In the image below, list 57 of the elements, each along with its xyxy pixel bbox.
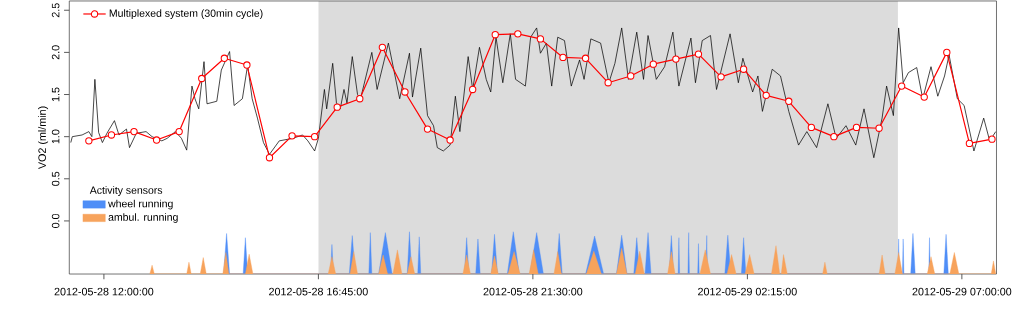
y-tick-label: 1.0 <box>51 129 60 144</box>
point <box>649 60 657 68</box>
point <box>559 53 567 61</box>
point <box>920 93 928 101</box>
point <box>739 65 748 73</box>
point <box>423 125 432 133</box>
point <box>785 97 793 105</box>
point <box>536 35 545 43</box>
point <box>356 94 364 103</box>
point <box>469 85 477 93</box>
y-tick-label: 2.5 <box>51 3 60 18</box>
y-tick-label: 0.0 <box>51 213 60 228</box>
point <box>220 54 228 62</box>
point <box>762 91 770 99</box>
point <box>897 82 906 90</box>
point <box>152 136 161 144</box>
point <box>288 132 296 140</box>
legend-title: Activity sensors <box>89 186 163 196</box>
x-tick-label: 2012-05-28 21:30:00 <box>483 287 583 296</box>
point <box>988 135 996 143</box>
point <box>401 88 409 96</box>
x-tick-label: 2012-05-29 02:15:00 <box>698 287 797 296</box>
point <box>333 103 341 111</box>
point <box>107 131 116 139</box>
y-tick-label: 0.5 <box>51 171 60 186</box>
point <box>581 54 590 62</box>
x-tick-label: 2012-05-29 07:00:00 <box>912 287 1012 296</box>
point <box>965 139 974 147</box>
point <box>175 127 183 136</box>
point <box>378 43 387 51</box>
point <box>694 50 703 58</box>
legend-label: wheel running <box>108 199 173 210</box>
point <box>830 132 838 141</box>
legend-label: ambul. running <box>108 213 178 223</box>
point <box>604 78 612 87</box>
x-tick-label: 2012-05-28 16:45:00 <box>269 287 368 296</box>
point <box>446 136 454 144</box>
point <box>310 132 319 141</box>
y-tick-label: 1.5 <box>51 87 60 102</box>
point <box>717 73 725 81</box>
point <box>491 30 499 39</box>
point <box>627 72 635 80</box>
point <box>130 127 138 136</box>
point <box>852 123 861 131</box>
point <box>265 153 274 162</box>
point <box>85 137 93 145</box>
point <box>672 55 680 63</box>
legend-label: Multiplexed system (30min cycle) <box>109 9 263 19</box>
point <box>514 30 522 38</box>
point <box>807 123 816 131</box>
x-tick-label: 2012-05-28 12:00:00 <box>54 287 154 296</box>
point <box>875 124 883 132</box>
point <box>243 61 251 69</box>
y-axis-title: VO2 (ml/min) <box>38 106 49 169</box>
y-tick-label: 2.0 <box>51 45 60 60</box>
point <box>198 74 206 83</box>
point <box>943 48 951 56</box>
